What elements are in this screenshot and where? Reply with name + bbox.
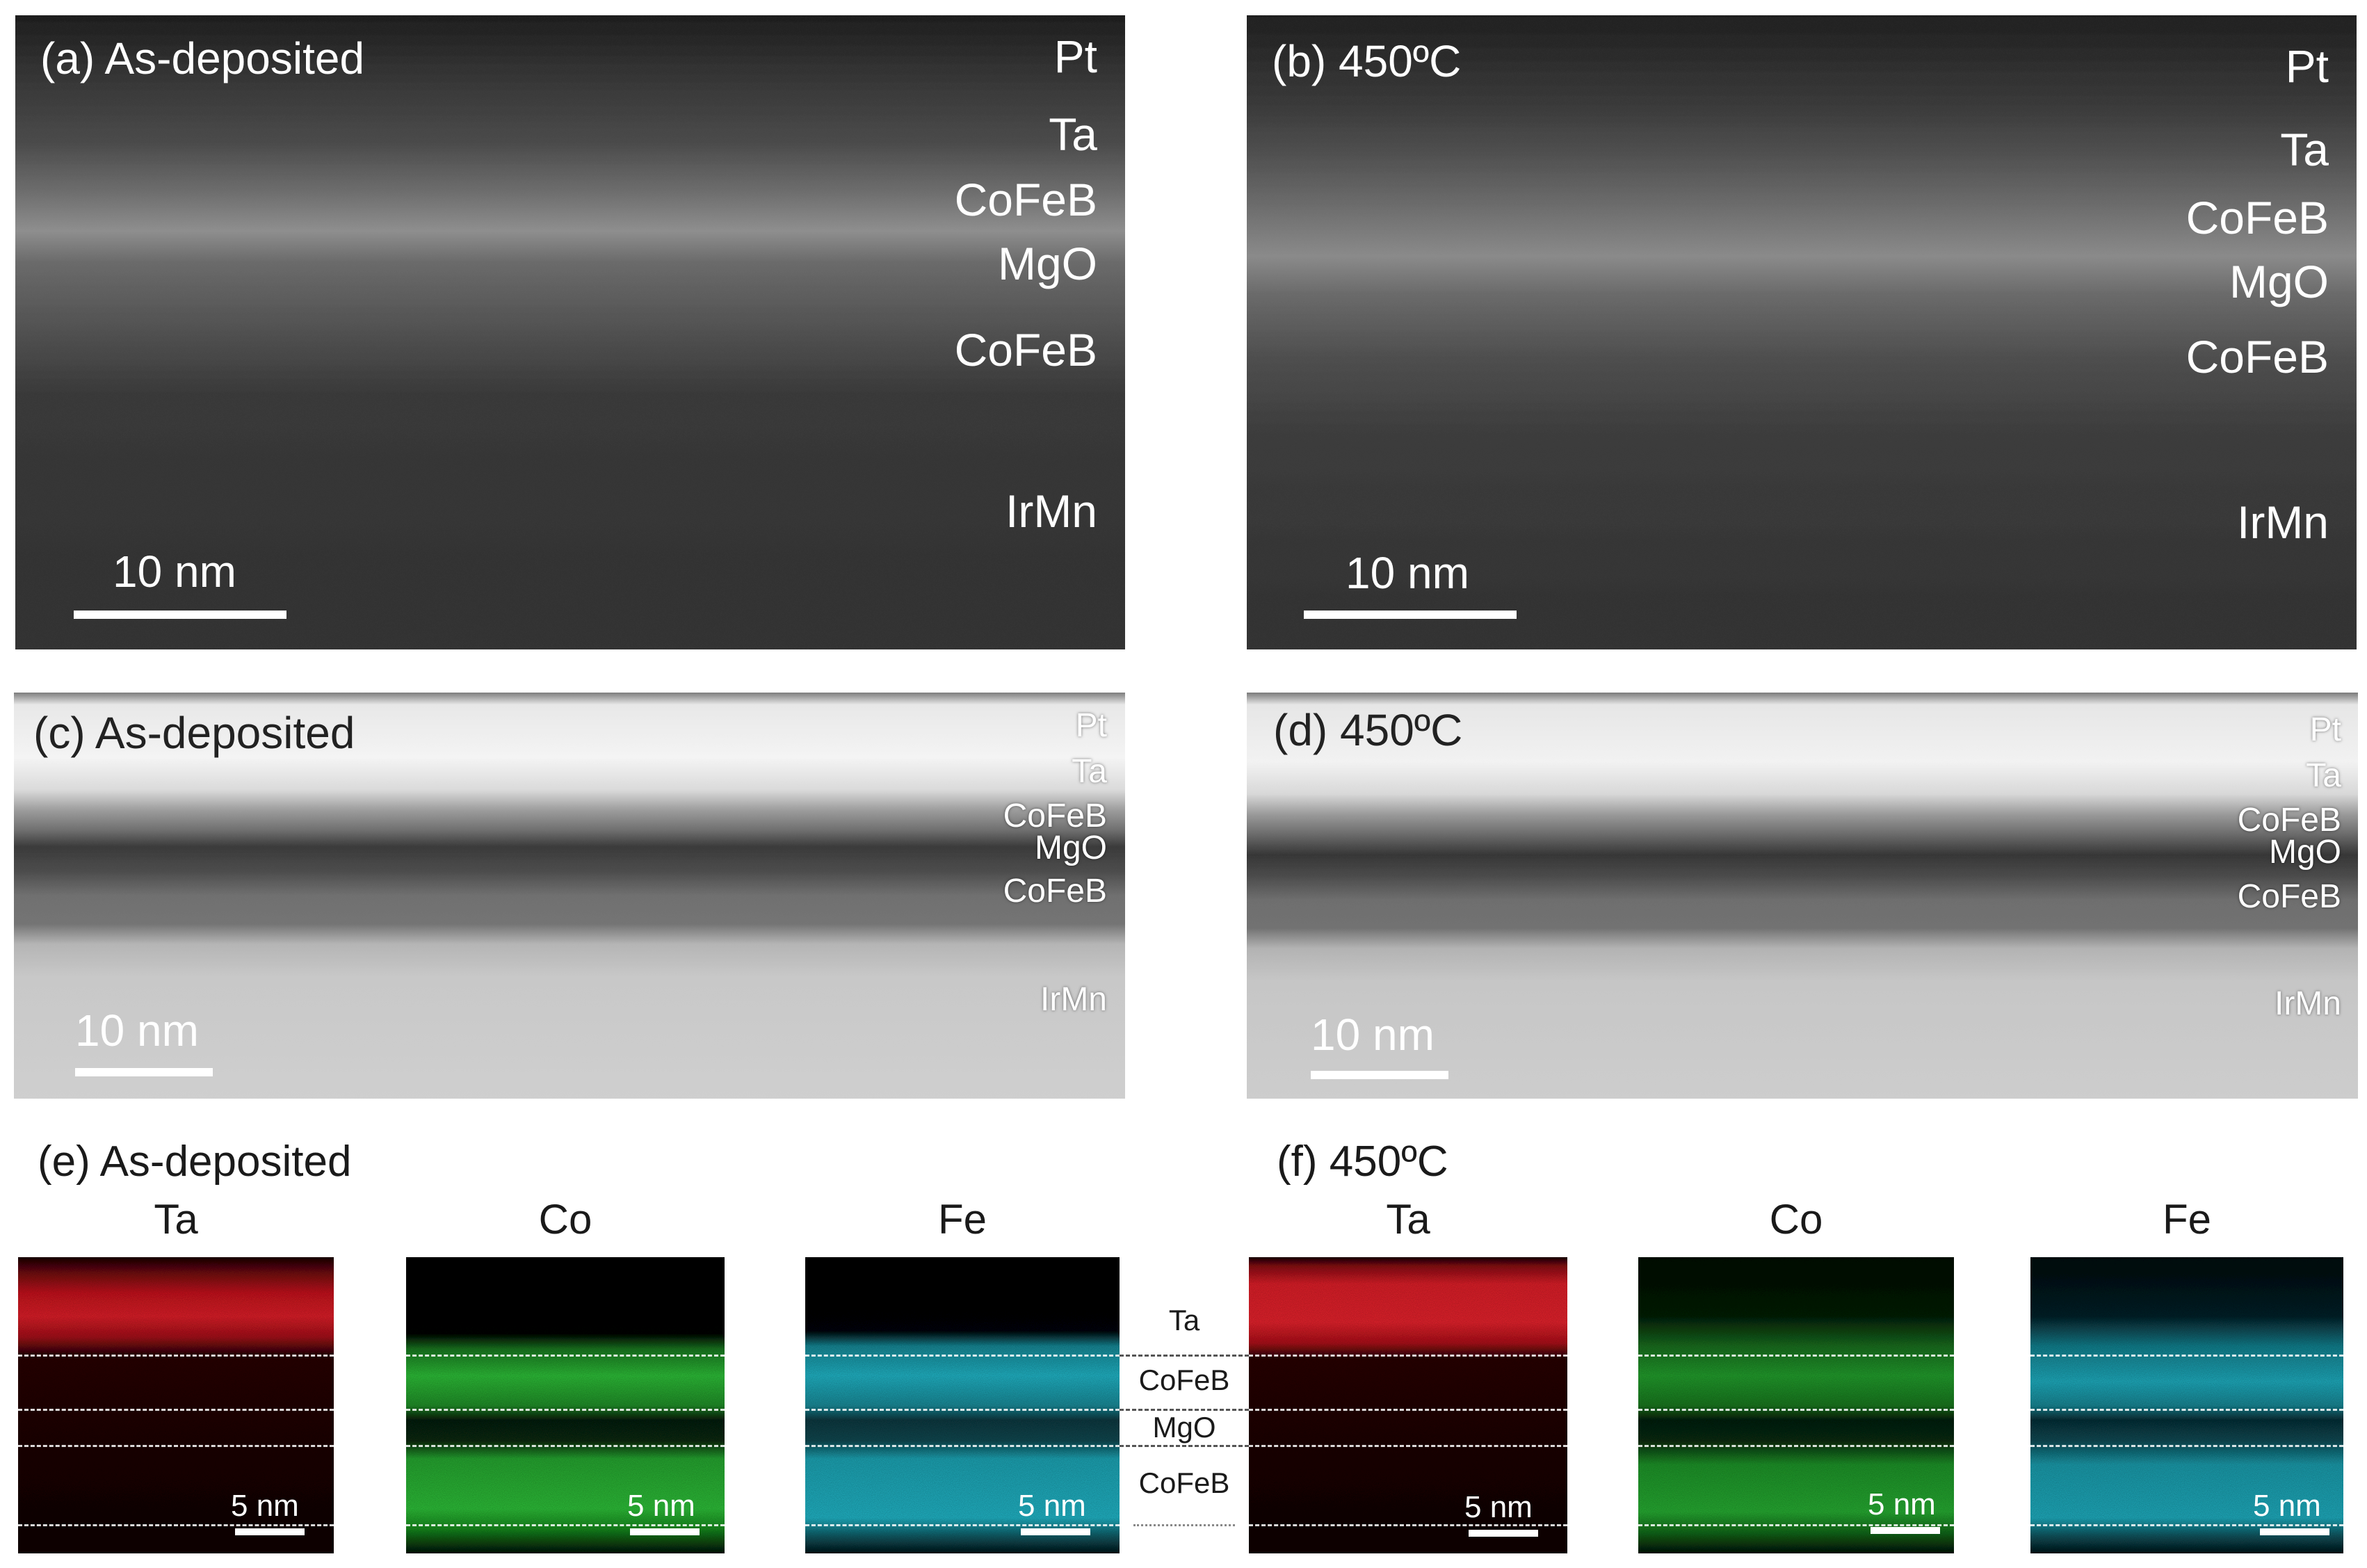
layer-label-pt: Pt — [1075, 707, 1107, 744]
layer-label-pt: Pt — [1053, 31, 1097, 82]
layer-label-cofeb-top: CoFeB — [954, 174, 1097, 225]
panel-label-b: (b) 450ºC — [1272, 36, 1462, 86]
layer-label-mgo: MgO — [2268, 834, 2341, 871]
scale-bar — [630, 1528, 700, 1535]
panel-label-a: (a) As-deposited — [40, 33, 365, 83]
layer-label-irmn: IrMn — [1005, 485, 1097, 537]
layer-label-cofeb-top: CoFeB — [2237, 802, 2341, 839]
eds-map-ta-f: 5 nm — [1249, 1257, 1567, 1553]
scale-bar — [1871, 1527, 1940, 1534]
map-title-fe-f: Fe — [2162, 1196, 2212, 1243]
tem-image-a — [15, 15, 1125, 649]
scale-bar — [75, 1068, 213, 1076]
layer-label-irmn: IrMn — [2237, 496, 2329, 548]
legend-ta: Ta — [1168, 1304, 1200, 1336]
eds-map-co-e: 5 nm — [406, 1257, 725, 1553]
scale-bar-label: 10 nm — [1311, 1010, 1435, 1060]
scale-bar-label: 10 nm — [1346, 548, 1469, 598]
scale-bar — [2260, 1528, 2329, 1535]
layer-label-cofeb-top: CoFeB — [1003, 798, 1107, 834]
layer-label-pt: Pt — [2309, 711, 2341, 748]
panel-label-c: (c) As-deposited — [33, 708, 355, 758]
layer-label-mgo: MgO — [2229, 256, 2329, 307]
layer-label-cofeb-bottom: CoFeB — [2186, 331, 2329, 382]
scale-bar — [1469, 1530, 1538, 1537]
scale-bar-label: 5 nm — [231, 1489, 299, 1523]
haadf-image-d — [1247, 693, 2358, 1099]
panel-label-e: (e) As-deposited — [38, 1138, 352, 1186]
map-title-ta-f: Ta — [1386, 1196, 1430, 1243]
scale-bar — [1304, 611, 1517, 619]
haadf-panel-c: (c) As-deposited Pt Ta CoFeB MgO CoFeB I… — [14, 693, 1125, 1099]
haadf-image-c — [14, 693, 1125, 1099]
scale-bar-label: 5 nm — [1464, 1490, 1533, 1524]
layer-label-ta: Ta — [1072, 753, 1107, 790]
layer-label-cofeb-bottom: CoFeB — [954, 324, 1097, 375]
eds-map-ta-e: 5 nm — [18, 1257, 334, 1553]
panel-label-f: (f) 450ºC — [1277, 1138, 1448, 1186]
legend-cofeb-bottom: CoFeB — [1138, 1466, 1230, 1499]
panel-label-d: (d) 450ºC — [1273, 705, 1463, 755]
map-title-co-e: Co — [538, 1196, 592, 1243]
layer-label-cofeb-top: CoFeB — [2186, 192, 2329, 243]
layer-label-cofeb-bottom: CoFeB — [2237, 878, 2341, 915]
layer-label-mgo: MgO — [1034, 830, 1107, 866]
layer-label-ta: Ta — [2280, 124, 2329, 175]
scale-bar — [235, 1528, 305, 1535]
scale-bar-label: 10 nm — [75, 1005, 199, 1056]
scale-bar-label: 5 nm — [1868, 1487, 1936, 1521]
layer-legend: Ta CoFeB MgO CoFeB — [1120, 1257, 1249, 1553]
haadf-panel-d: (d) 450ºC Pt Ta CoFeB MgO CoFeB IrMn 10 … — [1247, 693, 2358, 1099]
eds-map-co-f: 5 nm — [1638, 1257, 1954, 1553]
scale-bar-label: 10 nm — [113, 547, 236, 597]
layer-label-mgo: MgO — [997, 238, 1097, 289]
layer-label-irmn: IrMn — [1040, 981, 1107, 1018]
layer-label-ta: Ta — [1049, 108, 1097, 160]
scale-bar-label: 5 nm — [1018, 1489, 1086, 1523]
layer-label-ta: Ta — [2306, 757, 2341, 794]
legend-cofeb-top: CoFeB — [1138, 1364, 1230, 1396]
legend-mgo: MgO — [1152, 1411, 1216, 1444]
scale-bar — [1021, 1528, 1090, 1535]
map-title-fe-e: Fe — [937, 1196, 987, 1243]
map-title-ta-e: Ta — [154, 1196, 198, 1243]
tem-image-b — [1247, 15, 2357, 649]
layer-label-pt: Pt — [2285, 40, 2329, 92]
map-title-co-f: Co — [1769, 1196, 1823, 1243]
scale-bar — [74, 611, 286, 619]
eds-map-fe-e: 5 nm — [805, 1257, 1120, 1553]
scale-bar — [1311, 1071, 1448, 1079]
eds-map-fe-f: 5 nm — [2030, 1257, 2343, 1553]
tem-panel-a: (a) As-deposited Pt Ta CoFeB MgO CoFeB I… — [15, 15, 1125, 649]
tem-panel-b: (b) 450ºC Pt Ta CoFeB MgO CoFeB IrMn 10 … — [1247, 15, 2357, 649]
layer-label-irmn: IrMn — [2275, 985, 2341, 1022]
scale-bar-label: 5 nm — [627, 1489, 695, 1523]
scale-bar-label: 5 nm — [2253, 1489, 2321, 1523]
layer-label-cofeb-bottom: CoFeB — [1003, 873, 1107, 910]
